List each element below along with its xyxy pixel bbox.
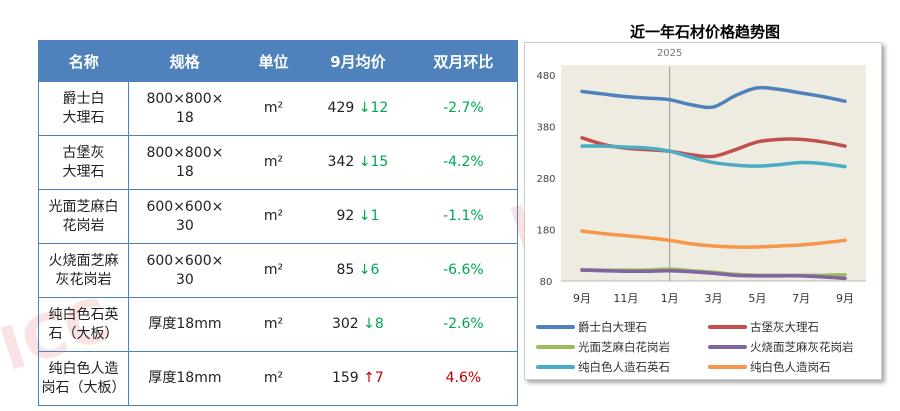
mom-change: 4.6% xyxy=(409,351,518,406)
x-tick-label: 5月 xyxy=(748,292,766,305)
material-name: 光面芝麻白 花岗岩 xyxy=(38,189,129,244)
spec: 厚度18mm xyxy=(128,351,241,406)
table-row: 古堡灰 大理石 800×800× 18 m² 342 ↓15 -4.2% xyxy=(38,135,518,190)
series-line xyxy=(580,85,847,110)
legend-label: 光面芝麻白花岗岩 xyxy=(578,340,670,354)
arrow-down-icon: ↓ xyxy=(358,100,371,116)
column-header: 9月均价 xyxy=(306,40,410,82)
material-name: 火烧面芝麻 灰花岗岩 xyxy=(38,243,129,298)
price: 342 ↓15 xyxy=(306,135,410,190)
legend-label: 爵士白大理石 xyxy=(578,320,647,334)
mom-change: -2.6% xyxy=(409,297,518,352)
price: 429 ↓12 xyxy=(306,81,410,136)
legend-label: 古堡灰大理石 xyxy=(750,320,819,334)
y-tick-label: 80 xyxy=(540,277,553,288)
legend-label: 火烧面芝麻灰花岗岩 xyxy=(750,340,854,354)
table-row: 纯白色石英 石（大板） 厚度18mm m² 302 ↓8 -2.6% xyxy=(38,297,518,352)
table-row: 火烧面芝麻 灰花岗岩 600×600× 30 m² 85 ↓6 -6.6% xyxy=(38,243,518,298)
x-tick-label: 7月 xyxy=(792,292,810,305)
unit: m² xyxy=(240,81,306,136)
x-tick-label: 1月 xyxy=(661,292,679,305)
unit: m² xyxy=(240,189,306,244)
column-header: 名称 xyxy=(38,40,129,82)
material-name: 古堡灰 大理石 xyxy=(38,135,129,190)
y-tick-label: 280 xyxy=(536,174,555,185)
spec: 厚度18mm xyxy=(128,297,241,352)
legend-label: 纯白色人造岗石 xyxy=(750,360,831,374)
material-name: 纯白色人造 岗石（大板） xyxy=(38,351,129,406)
unit: m² xyxy=(240,351,306,406)
y-tick-label: 380 xyxy=(536,123,555,134)
table-row: 光面芝麻白 花岗岩 600×600× 30 m² 92 ↓1 -1.1% xyxy=(38,189,518,244)
material-name: 纯白色石英 石（大板） xyxy=(38,297,129,352)
spec: 800×800× 18 xyxy=(128,135,241,190)
y-tick-label: 180 xyxy=(536,226,555,237)
price: 159 ↑7 xyxy=(306,351,410,406)
series-line xyxy=(580,144,847,169)
column-header: 单位 xyxy=(240,40,306,82)
mom-change: -1.1% xyxy=(409,189,518,244)
column-header: 双月环比 xyxy=(409,40,518,82)
mom-change: -6.6% xyxy=(409,243,518,298)
table-row: 爵士白 大理石 800×800× 18 m² 429 ↓12 -2.7% xyxy=(38,81,518,136)
material-name: 爵士白 大理石 xyxy=(38,81,129,136)
y-tick-label: 480 xyxy=(536,71,555,82)
year-marker-label: 2025 xyxy=(657,48,682,59)
arrow-up-icon: ↑ xyxy=(363,370,375,386)
unit: m² xyxy=(240,243,306,298)
column-header: 规格 xyxy=(128,40,241,82)
x-tick-label: 9月 xyxy=(573,292,591,305)
spec: 600×600× 30 xyxy=(128,189,241,244)
table-row: 纯白色人造 岗石（大板） 厚度18mm m² 159 ↑7 4.6% xyxy=(38,351,518,406)
mom-change: -4.2% xyxy=(409,135,518,190)
mom-change: -2.7% xyxy=(409,81,518,136)
x-tick-label: 3月 xyxy=(705,292,723,305)
x-tick-label: 9月 xyxy=(836,292,854,305)
spec: 800×800× 18 xyxy=(128,81,241,136)
unit: m² xyxy=(240,135,306,190)
price: 302 ↓8 xyxy=(306,297,410,352)
legend-label: 纯白色人造石英石 xyxy=(578,360,670,374)
arrow-down-icon: ↓ xyxy=(358,154,371,170)
spec: 600×600× 30 xyxy=(128,243,241,298)
price-table: 名称 规格 单位 9月均价 双月环比 爵士白 大理石 800×800× 18 m² 429 ↓12… xyxy=(38,40,518,406)
chart-title: 近一年石材价格趋势图 xyxy=(629,23,780,41)
unit: m² xyxy=(240,297,306,352)
arrow-down-icon: ↓ xyxy=(358,262,371,278)
x-tick-label: 11月 xyxy=(613,292,638,305)
price: 85 ↓6 xyxy=(306,243,410,298)
series-line xyxy=(580,229,847,249)
arrow-down-icon: ↓ xyxy=(363,316,375,332)
price: 92 ↓1 xyxy=(306,189,410,244)
series-line xyxy=(580,268,847,281)
arrow-down-icon: ↓ xyxy=(358,208,371,224)
